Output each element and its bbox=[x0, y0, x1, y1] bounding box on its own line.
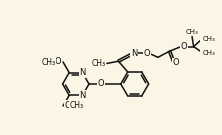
Text: O: O bbox=[65, 101, 71, 110]
Text: O: O bbox=[144, 49, 151, 58]
Text: N: N bbox=[131, 49, 137, 58]
Text: CH₃: CH₃ bbox=[42, 58, 56, 67]
Text: O: O bbox=[55, 58, 61, 66]
Text: O: O bbox=[172, 58, 179, 67]
Text: CH₃: CH₃ bbox=[203, 50, 216, 56]
Text: CH₃: CH₃ bbox=[69, 102, 83, 110]
Text: CH₃: CH₃ bbox=[203, 36, 216, 42]
Text: O: O bbox=[97, 80, 104, 88]
Text: CH₃: CH₃ bbox=[91, 59, 105, 68]
Text: N: N bbox=[79, 91, 85, 100]
Text: O: O bbox=[180, 42, 187, 51]
Text: CH₃: CH₃ bbox=[186, 29, 198, 35]
Text: N: N bbox=[79, 68, 85, 77]
